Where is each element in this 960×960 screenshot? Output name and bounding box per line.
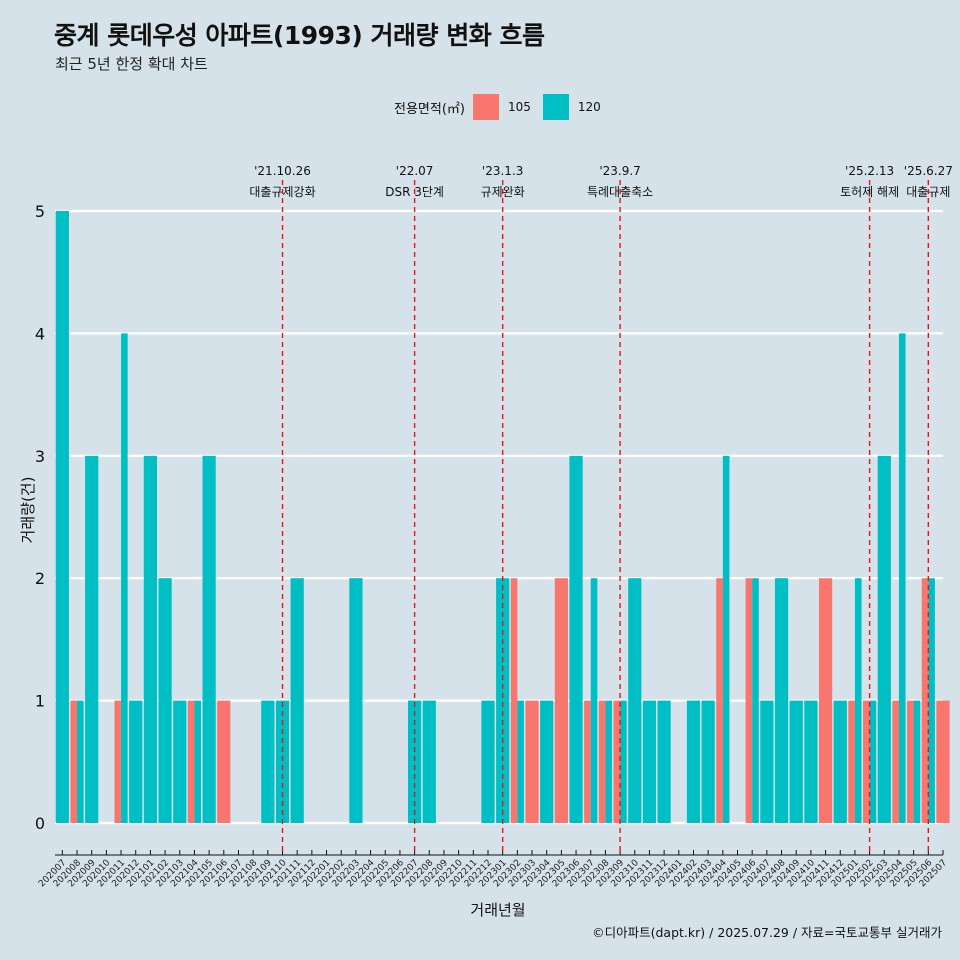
- bar-105-202507: [936, 700, 950, 823]
- bar-120-202407: [760, 700, 774, 823]
- source-caption: ©디아파트(dapt.kr) / 2025.07.29 / 자료=국토교통부 실…: [592, 925, 942, 940]
- bar-120-202306: [569, 455, 583, 823]
- bar-120-202402: [686, 700, 701, 823]
- y-axis-title: 거래량(건): [19, 477, 37, 544]
- event-label-202309: 특례대출축소: [587, 185, 653, 199]
- bar-105-202309: [613, 700, 621, 823]
- bar-120-202208: [422, 700, 436, 823]
- bar-105-202106: [217, 700, 231, 823]
- bar-120-202310: [628, 578, 642, 823]
- event-date-202207: '22.07: [396, 164, 434, 178]
- bar-120-202304: [540, 700, 554, 823]
- bar-120-202410: [804, 700, 818, 823]
- bar-105-202411: [818, 578, 833, 823]
- legend-title: 전용면적(㎡): [394, 101, 465, 117]
- y-tick-label: 0: [35, 814, 45, 833]
- bar-105-202501: [848, 700, 855, 823]
- bar-120-202309: [620, 700, 627, 823]
- legend-label-120: 120: [577, 100, 601, 114]
- legend-swatch-120: [542, 94, 569, 120]
- legend-item-120: 120: [542, 94, 601, 120]
- event-label-202207: DSR 3단계: [385, 185, 444, 199]
- bar-120-202307: [590, 578, 598, 823]
- bar-105-202308: [598, 700, 606, 823]
- bar-120-202312: [657, 700, 671, 823]
- bar-105-202302: [510, 578, 518, 823]
- bar-120-202505: [913, 700, 921, 823]
- event-label-202110: 대출규제강화: [249, 185, 315, 199]
- bar-120-202212: [481, 700, 495, 823]
- bar-120-202011: [121, 333, 128, 823]
- bar-120-202104: [194, 700, 202, 823]
- bar-120-202408: [774, 578, 789, 823]
- bar-120-202007: [55, 211, 69, 823]
- y-tick-label: 5: [35, 202, 45, 221]
- bar-120-202409: [789, 700, 803, 823]
- bar-120-202506: [928, 578, 935, 823]
- bar-120-202404: [722, 455, 730, 823]
- bar-105-202104: [187, 700, 195, 823]
- y-tick-label: 4: [35, 324, 45, 343]
- bar-120-202009: [85, 455, 99, 823]
- event-label-202506: 대출규제: [906, 185, 950, 199]
- bar-120-202109: [261, 700, 275, 823]
- event-date-202110: '21.10.26: [254, 164, 311, 178]
- bar-120-202103: [173, 700, 187, 823]
- bar-105-202303: [525, 700, 539, 823]
- bar-105-202502: [863, 700, 870, 823]
- bar-120-202207: [407, 700, 422, 823]
- bar-105-202404: [716, 578, 723, 823]
- x-axis-title: 거래년월: [470, 901, 525, 919]
- bar-120-202008: [77, 700, 84, 823]
- bar-120-202501: [854, 578, 862, 823]
- y-tick-label: 2: [35, 569, 45, 588]
- bar-105-202506: [921, 578, 929, 823]
- event-date-202506: '25.6.27: [904, 164, 953, 178]
- bar-120-202504: [898, 333, 906, 823]
- bar-105-202307: [584, 700, 591, 823]
- y-tick-label: 3: [35, 447, 45, 466]
- y-tick-label: 1: [35, 692, 45, 711]
- bar-120-202102: [158, 578, 172, 823]
- bar-105-202011: [114, 700, 122, 823]
- event-date-202301: '23.1.3: [482, 164, 523, 178]
- bar-105-202305: [554, 578, 568, 823]
- bar-105-202505: [907, 700, 914, 823]
- bar-120-202412: [833, 700, 847, 823]
- bar-105-202008: [70, 700, 78, 823]
- legend-item-105: 105: [472, 94, 531, 120]
- bar-120-202503: [877, 455, 891, 823]
- bar-120-202111: [290, 578, 304, 823]
- chart-title: 중계 롯데우성 아파트(1993) 거래량 변화 흐름: [54, 21, 545, 50]
- bar-120-202110: [275, 700, 290, 823]
- bar-105-202406: [745, 578, 753, 823]
- event-label-202301: 규제완화: [481, 185, 525, 199]
- legend: 전용면적(㎡) 105 120: [394, 94, 613, 120]
- bar-120-202203: [349, 578, 363, 823]
- bar-120-202302: [517, 700, 524, 823]
- event-label-202502: 토허제 해제: [840, 185, 899, 199]
- legend-label-105: 105: [507, 100, 531, 114]
- event-date-202309: '23.9.7: [599, 164, 640, 178]
- bar-120-202012: [129, 700, 143, 823]
- chart-subtitle: 최근 5년 한정 확대 차트: [55, 55, 208, 73]
- event-date-202502: '25.2.13: [845, 164, 894, 178]
- bar-120-202105: [202, 455, 216, 823]
- bar-120-202406: [752, 578, 759, 823]
- bar-120-202403: [701, 700, 715, 823]
- bar-120-202502: [869, 700, 877, 823]
- bar-120-202311: [642, 700, 657, 823]
- bar-105-202504: [892, 700, 899, 823]
- bar-120-202301: [496, 578, 510, 823]
- bar-120-202101: [143, 455, 158, 823]
- bar-120-202308: [605, 700, 613, 823]
- legend-swatch-105: [472, 94, 499, 120]
